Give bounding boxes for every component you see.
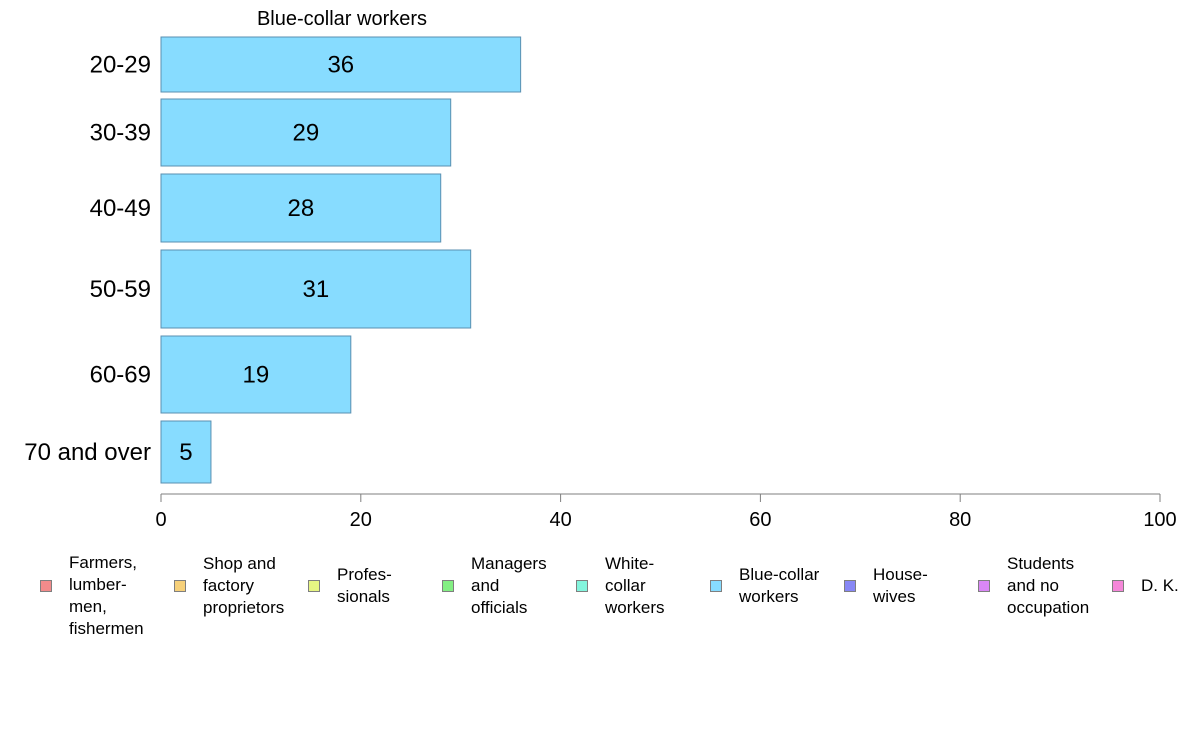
x-tick-label: 60 [749,509,771,531]
bar-30-39 [160,98,452,167]
legend-item: Profes- sionals [308,552,392,608]
x-tick-label: 20 [350,509,372,531]
legend-label: Shop and factory proprietors [203,554,285,617]
legend-swatch [844,580,856,592]
legend-label: Profes- sionals [337,565,392,606]
category-label: 50-59 [90,276,151,303]
legend-swatch [308,580,320,592]
legend-item: Blue-collar workers [710,552,819,608]
legend-item: Students and no occupation [978,552,1089,619]
x-tick-label: 0 [155,509,166,531]
legend-swatch [978,580,990,592]
legend-label: White- collar workers [605,554,665,617]
legend-item: Farmers, lumber- men, fishermen [40,552,144,640]
category-label: 20-29 [90,52,151,79]
bar-70-and-over [160,420,212,484]
legend: Farmers, lumber- men, fishermen Shop and … [0,552,1188,642]
legend-item: Managers and officials [442,552,547,619]
bar-40-49 [160,173,442,243]
legend-label: Farmers, lumber- men, fishermen [69,553,144,638]
value-label: 29 [293,120,320,147]
legend-label: Managers and officials [471,554,547,617]
chart-title: Blue-collar workers [257,8,427,30]
bar-20-29 [160,36,522,93]
category-label: 60-69 [90,362,151,389]
category-label: 30-39 [90,120,151,147]
legend-swatch [174,580,186,592]
bar-chart: Blue-collar workers 20-29 36 30-39 29 40-49 2… [24,8,1176,531]
legend-label: D. K. [1141,576,1179,595]
value-label: 31 [302,276,329,303]
legend-swatch [1112,580,1124,592]
x-tick-label: 80 [949,509,971,531]
bar-60-69 [160,335,352,414]
legend-swatch [40,580,52,592]
legend-item: White- collar workers [576,552,665,619]
legend-item: House- wives [844,552,928,608]
legend-item: D. K. [1112,552,1179,597]
category-label: 70 and over [24,439,151,466]
value-label: 28 [288,195,315,222]
value-label: 19 [243,362,270,389]
legend-swatch [710,580,722,592]
legend-label: House- wives [873,565,928,606]
legend-label: Students and no occupation [1007,554,1090,617]
legend-swatch [576,580,588,592]
bar-50-59 [160,249,472,329]
value-label: 36 [327,52,354,79]
legend-item: Shop and factory proprietors [174,552,284,619]
category-label: 40-49 [90,195,151,222]
x-tick-label: 100 [1143,509,1176,531]
legend-swatch [442,580,454,592]
x-tick-label: 40 [549,509,571,531]
legend-label: Blue-collar workers [739,565,820,606]
value-label: 5 [179,439,192,466]
